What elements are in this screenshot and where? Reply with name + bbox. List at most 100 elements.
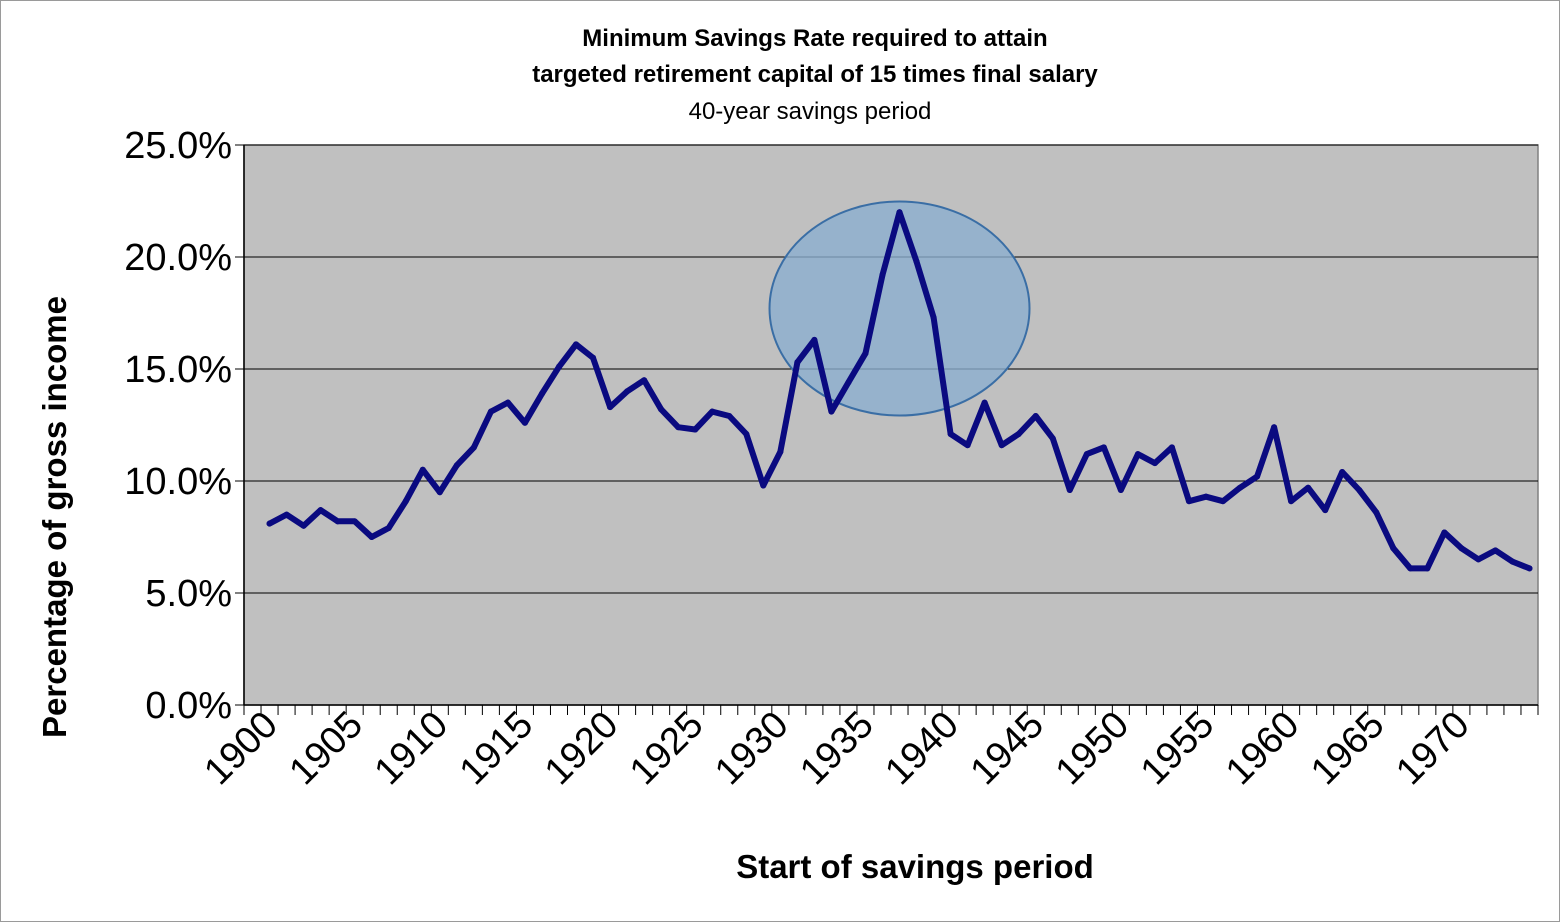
x-tick-label: 1910 <box>367 704 456 793</box>
data-point <box>777 448 784 455</box>
data-point <box>1339 469 1346 476</box>
data-point <box>317 507 324 514</box>
x-tick-label: 1930 <box>707 704 796 793</box>
data-point <box>1526 565 1533 572</box>
data-point <box>1100 444 1107 451</box>
data-point <box>1049 435 1056 442</box>
data-point <box>385 525 392 532</box>
data-point <box>845 379 852 386</box>
x-tick-label: 1945 <box>963 704 1052 793</box>
data-point <box>930 314 937 321</box>
data-point <box>1237 484 1244 491</box>
x-tick-label: 1905 <box>282 704 371 793</box>
data-point <box>658 406 665 413</box>
data-point <box>675 424 682 431</box>
data-point <box>1083 451 1090 458</box>
data-point <box>1356 486 1363 493</box>
x-tick-label: 1955 <box>1133 704 1222 793</box>
x-tick-label: 1915 <box>452 704 541 793</box>
x-tick-label: 1920 <box>537 704 626 793</box>
data-point <box>436 489 443 496</box>
data-point <box>1032 413 1039 420</box>
data-point <box>1373 509 1380 516</box>
y-tick-label: 5.0% <box>145 573 232 615</box>
chart-title-line2: targeted retirement capital of 15 times … <box>532 61 1098 88</box>
data-point <box>1424 565 1431 572</box>
data-point <box>1151 460 1158 467</box>
data-point <box>760 482 767 489</box>
x-tick-label: 1965 <box>1303 704 1392 793</box>
data-point <box>487 408 494 415</box>
data-point <box>1288 498 1295 505</box>
data-point <box>283 511 290 518</box>
data-point <box>1185 498 1192 505</box>
data-point <box>913 258 920 265</box>
x-tick-label: 1950 <box>1048 704 1137 793</box>
data-point <box>964 442 971 449</box>
data-point <box>521 419 528 426</box>
data-point <box>998 442 1005 449</box>
data-point <box>1441 529 1448 536</box>
data-point <box>1015 430 1022 437</box>
data-point <box>1134 451 1141 458</box>
y-tick-label: 10.0% <box>124 461 232 503</box>
chart-title: Minimum Savings Rate required to attain <box>582 25 1047 52</box>
data-point <box>266 520 273 527</box>
data-point <box>1271 424 1278 431</box>
data-point <box>402 498 409 505</box>
data-point <box>470 444 477 451</box>
data-point <box>1066 486 1073 493</box>
y-tick-label: 20.0% <box>124 237 232 279</box>
y-tick-labels: 0.0% 5.0% 10.0% 15.0% 20.0% 25.0% <box>124 125 232 727</box>
data-point <box>334 518 341 525</box>
data-point <box>743 430 750 437</box>
y-tick-label: 0.0% <box>145 685 232 727</box>
data-point <box>947 430 954 437</box>
data-point <box>1202 493 1209 500</box>
data-point <box>351 518 358 525</box>
data-point <box>862 350 869 357</box>
data-point <box>709 408 716 415</box>
highlight-ellipse-layer <box>768 200 1031 417</box>
data-point <box>1220 498 1227 505</box>
x-tick-label: 1935 <box>792 704 881 793</box>
data-point <box>1322 507 1329 514</box>
data-point <box>981 399 988 406</box>
data-point <box>1305 484 1312 491</box>
x-tick-label: 1970 <box>1388 704 1477 793</box>
data-point <box>811 336 818 343</box>
data-point <box>1407 565 1414 572</box>
data-point <box>538 390 545 397</box>
data-point <box>1475 556 1482 563</box>
data-point <box>794 359 801 366</box>
data-point <box>1168 444 1175 451</box>
axes <box>243 145 1539 715</box>
x-tick-label: 1925 <box>622 704 711 793</box>
x-tick-labels: 1900190519101915192019251930193519401945… <box>196 704 1477 793</box>
data-point <box>1492 547 1499 554</box>
data-point <box>573 341 580 348</box>
x-axis-title: Start of savings period <box>736 848 1094 885</box>
data-point <box>555 363 562 370</box>
data-point <box>607 404 614 411</box>
series-layer <box>266 209 1533 572</box>
data-point <box>641 377 648 384</box>
data-point <box>1458 545 1465 552</box>
data-point <box>300 522 307 529</box>
data-point <box>624 388 631 395</box>
data-point <box>726 413 733 420</box>
highlight-ellipse <box>768 200 1031 417</box>
data-point <box>879 271 886 278</box>
y-tick-label: 15.0% <box>124 349 232 391</box>
x-tick-label: 1940 <box>877 704 966 793</box>
y-axis-title: Percentage of gross income <box>36 296 73 738</box>
data-point <box>453 462 460 469</box>
data-point <box>419 466 426 473</box>
y-tick-label: 25.0% <box>124 125 232 167</box>
data-point <box>368 534 375 540</box>
data-point <box>504 399 511 406</box>
data-point <box>1254 473 1261 480</box>
chart-subtitle: 40-year savings period <box>689 98 932 125</box>
data-point <box>590 354 597 361</box>
